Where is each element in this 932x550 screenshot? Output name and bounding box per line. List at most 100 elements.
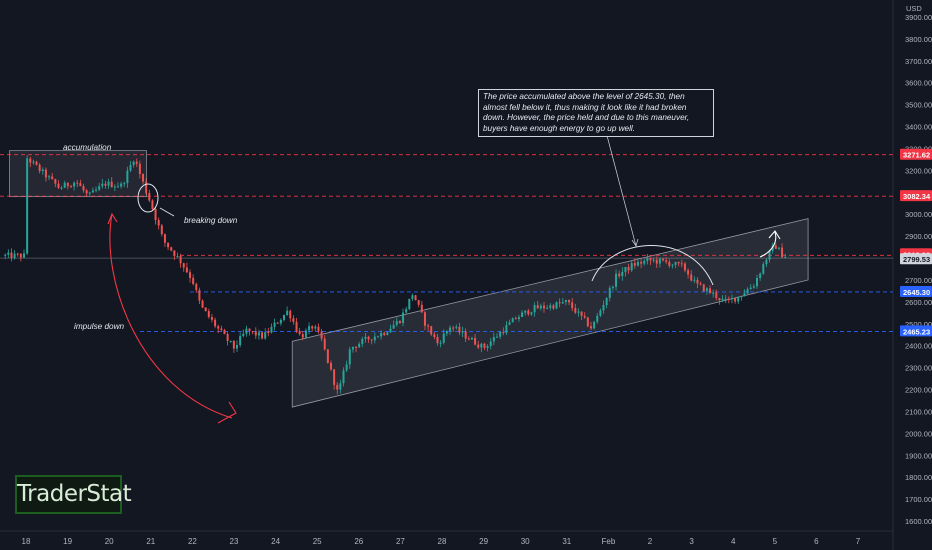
- breaking-down-label: breaking down: [184, 216, 238, 225]
- candle-body: [192, 277, 195, 284]
- candle-body: [774, 245, 777, 249]
- candle-body: [251, 331, 254, 333]
- price-tag-2799-bg: [900, 253, 932, 265]
- candle-body: [746, 289, 749, 294]
- candle-body: [173, 250, 176, 257]
- candle-body: [380, 333, 383, 337]
- candle-body: [195, 283, 198, 291]
- candle-body: [517, 316, 520, 320]
- x-tick-label: 19: [63, 537, 72, 546]
- candle-body: [123, 183, 126, 185]
- x-tick-label: 4: [731, 537, 736, 546]
- price-tag-2465: 2465.23: [903, 327, 930, 336]
- candle-body: [66, 182, 69, 187]
- x-tick-label: 5: [773, 537, 778, 546]
- candle-body: [445, 330, 448, 334]
- candle-body: [734, 298, 737, 302]
- candle-body: [546, 307, 549, 309]
- traderstat-logo: TraderStat: [15, 475, 132, 514]
- y-tick-label: 3200.00: [905, 166, 932, 175]
- candle-body: [63, 182, 66, 188]
- candle-body: [596, 315, 599, 322]
- candle-body: [665, 260, 668, 262]
- candle-body: [226, 334, 229, 341]
- x-tick-label: Feb: [602, 537, 616, 546]
- candle-body: [326, 349, 329, 363]
- candle-body: [236, 345, 239, 349]
- price-tag-2465-bg: [900, 325, 932, 337]
- candle-body: [649, 258, 652, 261]
- candle-body: [449, 327, 452, 331]
- candle-body: [668, 261, 671, 266]
- y-tick-label: 1900.00: [905, 451, 932, 460]
- candle-body: [348, 349, 351, 365]
- candle-body: [702, 284, 705, 292]
- candle-body: [655, 259, 658, 264]
- candle-body: [643, 260, 646, 264]
- candle-body: [759, 273, 762, 279]
- candle-body: [142, 173, 145, 182]
- candle-body: [730, 298, 733, 300]
- candle-body: [514, 318, 517, 320]
- candle-body: [229, 340, 232, 342]
- candle-body: [458, 326, 461, 333]
- candle-body: [364, 336, 367, 339]
- candle-body: [339, 383, 342, 390]
- price-tag-3082: 3082.34: [903, 192, 931, 201]
- candle-body: [467, 338, 470, 340]
- candle-body: [110, 181, 113, 188]
- candle-body: [724, 298, 727, 300]
- candle-body: [54, 179, 57, 184]
- candle-body: [60, 187, 63, 189]
- candle-body: [693, 279, 696, 281]
- candle-body: [508, 322, 511, 325]
- breaking-down-pointer: [159, 207, 175, 217]
- candle-body: [167, 242, 170, 248]
- candle-body: [402, 312, 405, 323]
- candle-body: [571, 302, 574, 309]
- candle-body: [198, 290, 201, 301]
- candle-body: [640, 262, 643, 264]
- candle-body: [480, 343, 483, 348]
- candle-body: [207, 311, 210, 317]
- candle-body: [539, 305, 542, 309]
- candle-body: [768, 250, 771, 260]
- candle-body: [564, 300, 567, 303]
- logo-text: TraderStat: [17, 481, 132, 507]
- candle-body: [286, 310, 289, 315]
- rounding-arc: [591, 245, 714, 286]
- candle-body: [568, 300, 571, 303]
- candle-body: [555, 302, 558, 309]
- candle-body: [521, 312, 524, 317]
- candle-body: [358, 343, 361, 348]
- candle-body: [7, 252, 10, 255]
- candle-body: [361, 338, 364, 344]
- candle-body: [464, 331, 467, 339]
- candle-body: [577, 311, 580, 313]
- x-tick-label: 22: [188, 537, 197, 546]
- candle-body: [267, 332, 270, 334]
- y-tick-label: 3600.00: [905, 79, 932, 88]
- candle-body: [442, 333, 445, 343]
- impulse-arrow-head-top: [107, 212, 118, 225]
- candle-body: [386, 332, 389, 335]
- candle-body: [436, 337, 439, 344]
- candle-body: [530, 312, 533, 315]
- candle-body: [618, 273, 621, 277]
- candle-body: [201, 300, 204, 308]
- candle-body: [542, 305, 545, 309]
- x-tick-label: 25: [313, 537, 322, 546]
- candle-body: [470, 337, 473, 340]
- candle-body: [586, 317, 589, 327]
- candle-body: [740, 296, 743, 298]
- candle-body: [721, 298, 724, 301]
- candle-body: [646, 258, 649, 261]
- candle-body: [589, 326, 592, 329]
- candle-body: [423, 312, 426, 326]
- candle-body: [257, 332, 260, 336]
- candle-body: [658, 258, 661, 264]
- x-tick-label: 23: [230, 537, 239, 546]
- candle-body: [511, 318, 514, 323]
- x-tick-label: 31: [562, 537, 571, 546]
